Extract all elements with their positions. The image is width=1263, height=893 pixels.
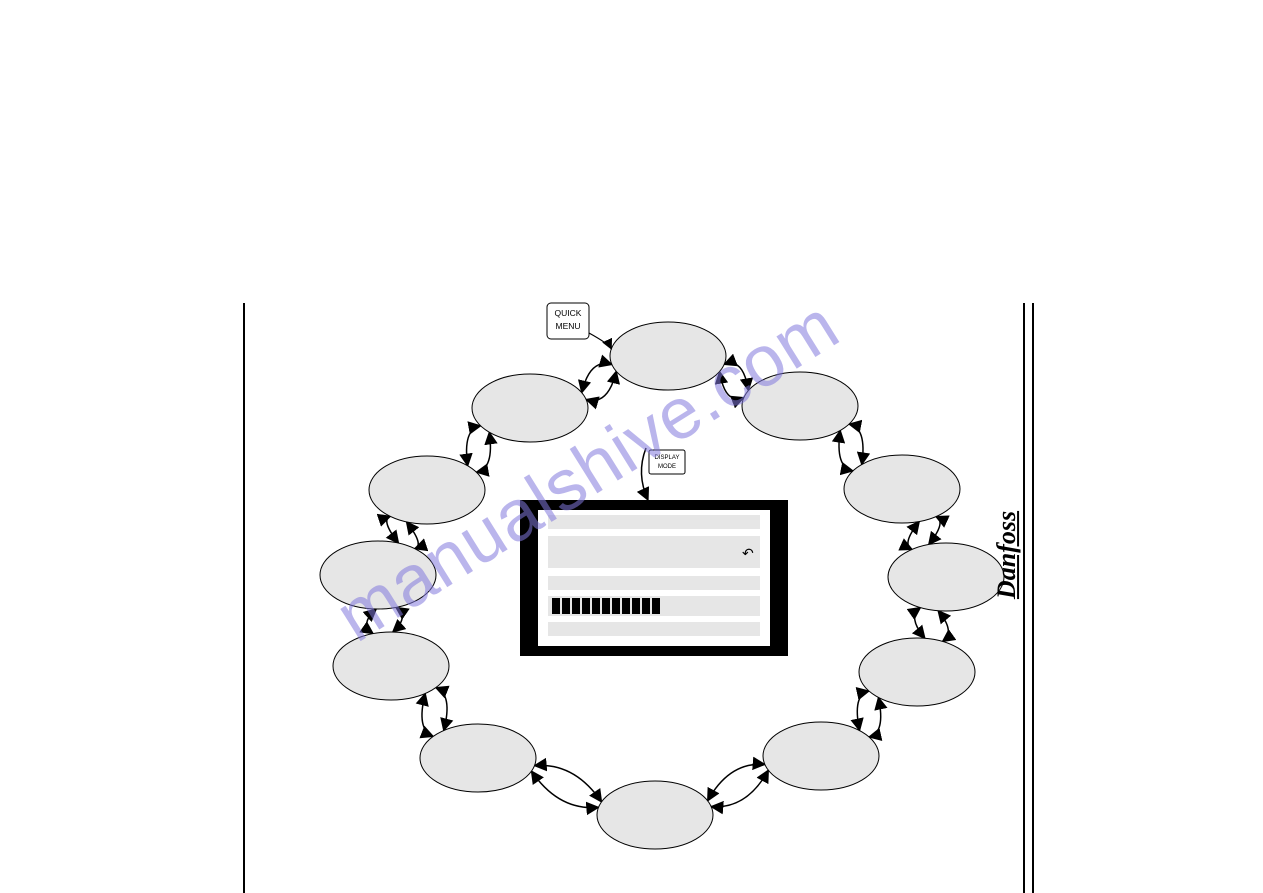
display-mode-arrow	[641, 448, 648, 500]
edge-arc	[467, 426, 481, 466]
edge-arc	[535, 765, 602, 802]
edge-arc	[857, 691, 869, 731]
display-row	[548, 536, 760, 568]
display-mode-line2: MODE	[658, 464, 676, 470]
brand-logo: Danfoss	[992, 511, 1022, 599]
display-mode-line1: DISPLAY	[655, 455, 680, 461]
edge-arc	[582, 363, 612, 392]
flow-node	[763, 722, 879, 790]
display-bar	[582, 598, 590, 614]
display-bar	[562, 598, 570, 614]
edge-arc	[938, 611, 948, 642]
flow-node	[320, 541, 436, 609]
quick-menu-line2: MENU	[555, 321, 580, 331]
display-bar	[552, 598, 560, 614]
edge-arc	[436, 688, 447, 731]
flow-node	[420, 724, 536, 792]
flow-node	[333, 632, 449, 700]
display-row	[548, 576, 760, 590]
display-mode-box	[649, 450, 685, 474]
edge-arc	[915, 608, 925, 639]
edge-arc	[839, 430, 853, 470]
edge-arc	[724, 363, 748, 390]
edge-arc	[929, 517, 940, 545]
flow-node	[472, 374, 588, 442]
edge-arc	[720, 372, 744, 399]
flow-node	[888, 543, 1004, 611]
display-bar	[622, 598, 630, 614]
edge-arc	[908, 521, 919, 549]
edge-arc	[869, 697, 881, 737]
flow-node	[859, 638, 975, 706]
quick-menu-arrow	[589, 333, 611, 349]
edge-arc	[406, 522, 418, 549]
display-bar	[642, 598, 650, 614]
edge-arc	[367, 609, 376, 634]
flow-node	[610, 322, 726, 390]
display-bar	[592, 598, 600, 614]
display-bar	[652, 598, 660, 614]
display-bar	[572, 598, 580, 614]
refresh-icon: ↶	[742, 545, 754, 561]
display-bar	[632, 598, 640, 614]
display-bar	[612, 598, 620, 614]
edge-arc	[531, 771, 598, 808]
flow-node	[844, 455, 960, 523]
flow-node	[369, 456, 485, 524]
edge-arc	[387, 516, 399, 543]
edge-arc	[476, 432, 490, 472]
diagram-canvas: QUICK MENU DISPLAY MODE ↶	[0, 0, 1263, 893]
edge-arc	[849, 424, 863, 464]
flow-node	[597, 781, 713, 849]
edge-arc	[586, 371, 616, 400]
display-row	[548, 622, 760, 636]
display-bar	[602, 598, 610, 614]
edge-arc	[708, 764, 765, 801]
quick-menu-line1: QUICK	[555, 308, 582, 318]
edge-arc	[422, 693, 433, 736]
display-row	[548, 515, 760, 529]
edge-arc	[393, 607, 402, 632]
flow-node	[742, 372, 858, 440]
edge-arc	[711, 770, 768, 807]
